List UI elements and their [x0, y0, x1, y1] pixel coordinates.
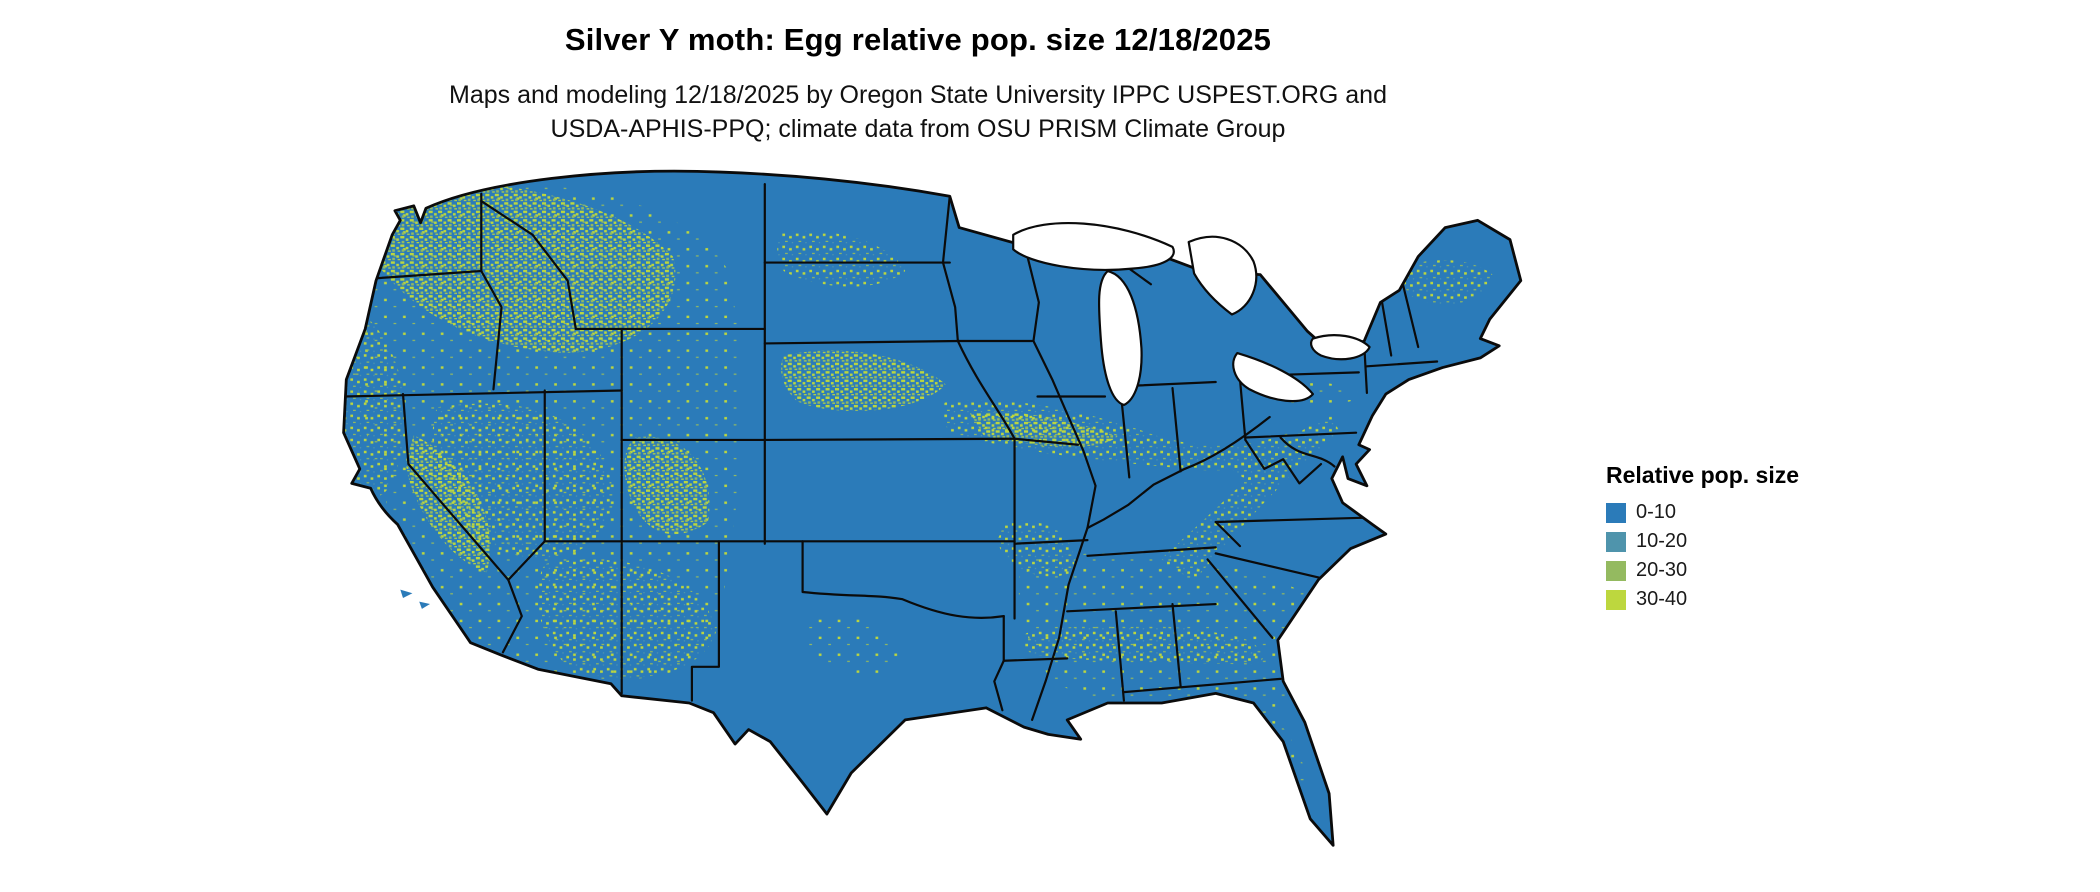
state-borders — [344, 184, 1438, 720]
color-swatch-20-30 — [1606, 560, 1626, 581]
color-swatch-10-20 — [1606, 531, 1626, 552]
us-population-map — [341, 169, 1523, 848]
legend-item-10-20: 10-20 — [1606, 530, 1799, 553]
attribution-line-1: Maps and modeling 12/18/2025 by Oregon S… — [449, 81, 1387, 109]
lake-huron — [1189, 237, 1257, 315]
legend-title: Relative pop. size — [1606, 462, 1800, 488]
legend-label-20-30: 20-30 — [1636, 559, 1688, 581]
legend-label-30-40: 30-40 — [1636, 588, 1688, 610]
attribution-line-2: USDA-APHIS-PPQ; climate data from OSU PR… — [550, 115, 1286, 143]
legend-label-0-10: 0-10 — [1636, 501, 1677, 523]
legend-item-0-10: 0-10 — [1606, 501, 1799, 524]
legend-label-10-20: 10-20 — [1636, 530, 1688, 552]
great-lakes — [1013, 223, 1369, 405]
lake-erie — [1233, 353, 1313, 401]
map-attribution: Maps and modeling 12/18/2025 by Oregon S… — [0, 78, 1836, 146]
color-swatch-0-10 — [1606, 502, 1626, 523]
color-swatch-30-40 — [1606, 589, 1626, 610]
map-header: Silver Y moth: Egg relative pop. size 12… — [0, 22, 1836, 146]
population-raster-overlay — [343, 180, 1494, 793]
legend-item-30-40: 30-40 — [1606, 588, 1799, 611]
page-title: Silver Y moth: Egg relative pop. size 12… — [564, 22, 1272, 57]
lake-ontario — [1311, 335, 1370, 359]
legend-item-20-30: 20-30 — [1606, 559, 1799, 582]
channel-islands — [400, 589, 430, 609]
lake-michigan — [1099, 271, 1142, 405]
lake-superior — [1013, 223, 1174, 270]
map-legend: Relative pop. size 0-10 10-20 20-30 30-4… — [1606, 462, 1799, 617]
